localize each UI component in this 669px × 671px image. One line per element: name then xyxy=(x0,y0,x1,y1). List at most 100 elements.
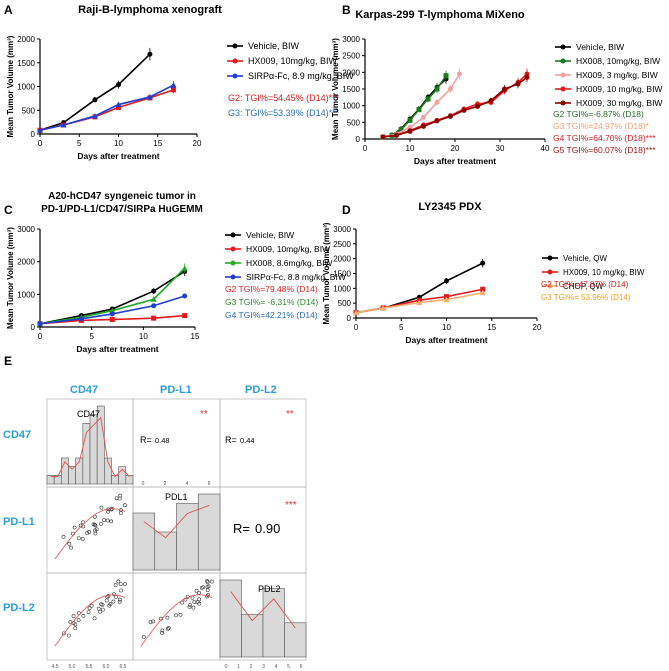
y-tick-label: 500 xyxy=(347,118,361,127)
tgi-annotation: G3 TGI%=24.97% (D18)* xyxy=(553,121,650,131)
data-point xyxy=(421,123,426,129)
x-tick-label: 20 xyxy=(451,144,460,153)
scatter-point xyxy=(96,606,101,611)
y-tick-label: 500 xyxy=(22,106,36,115)
histogram-bar xyxy=(104,457,112,485)
significance-stars: ** xyxy=(286,409,294,420)
x-tick-label: 30 xyxy=(496,144,505,153)
legend-marker xyxy=(230,232,236,238)
x-axis-label: Days after treatment xyxy=(405,335,487,345)
data-point xyxy=(434,118,440,124)
legend-label: SIRPα-Fc, 8.9 mg/kg, BIW xyxy=(248,71,354,81)
scatter-point xyxy=(106,594,111,598)
data-point xyxy=(146,93,153,100)
scatter-point xyxy=(160,630,164,635)
column-header: CD47 xyxy=(70,384,98,396)
scatter-point xyxy=(123,582,127,587)
scatter-point xyxy=(148,620,153,625)
column-header: PD-L2 xyxy=(245,384,277,396)
data-point xyxy=(421,114,426,120)
scatter-point xyxy=(205,588,210,593)
row-header: PD-L2 xyxy=(3,602,35,614)
r-label: R= xyxy=(225,435,237,445)
series-line-1 xyxy=(382,75,447,138)
correlation-value: 0.48 xyxy=(155,436,170,445)
x-tick-label: 10 xyxy=(139,332,148,341)
tgi-annotation: G2 TGI%=-6.87% (D18) xyxy=(553,109,644,119)
scatter-point xyxy=(197,601,202,606)
y-tick-label: 2000 xyxy=(333,255,351,264)
series-line-2 xyxy=(39,84,174,131)
data-point xyxy=(151,315,157,321)
r-label: R= xyxy=(233,521,250,536)
scatter-point xyxy=(76,618,81,622)
legend-marker xyxy=(230,274,236,280)
chart-title-A: Raji-B-lymphoma xenograft xyxy=(78,4,222,16)
y-tick-label: 3000 xyxy=(333,225,351,234)
scatter-point xyxy=(117,496,122,501)
scatter-point xyxy=(76,536,81,541)
scatter-point xyxy=(111,599,116,604)
x-tick-label: 0 xyxy=(354,323,359,332)
data-point xyxy=(170,87,176,93)
scatter-point xyxy=(206,593,210,597)
scatter-point xyxy=(191,605,196,610)
diag-label: CD47 xyxy=(77,409,100,419)
scatter-point xyxy=(194,588,199,593)
data-point xyxy=(480,260,486,266)
scatter-point xyxy=(99,522,103,526)
y-tick-label: 1000 xyxy=(17,83,35,92)
x-tick-label: 0 xyxy=(363,144,368,153)
scatter-point xyxy=(85,531,90,536)
scatter-point xyxy=(187,604,192,609)
data-point xyxy=(109,307,116,314)
significance-stars: ** xyxy=(200,409,208,420)
scatter-point xyxy=(178,612,183,617)
data-point xyxy=(60,121,67,128)
scatter-point xyxy=(160,628,165,633)
scatter-point xyxy=(199,586,204,590)
data-point xyxy=(182,313,188,319)
data-point xyxy=(380,134,386,140)
scatter-point xyxy=(117,597,122,602)
data-point xyxy=(448,86,453,92)
legend-label: Vehicle, BIW xyxy=(246,230,294,240)
scatter-point xyxy=(81,614,86,618)
scatter-point xyxy=(114,496,119,501)
scatter-point xyxy=(119,508,123,512)
scatter-point xyxy=(66,633,71,638)
data-point xyxy=(115,101,122,108)
legend-label: HX009, 30 mg/kg, BIW xyxy=(576,98,662,108)
data-point xyxy=(116,104,121,110)
matrix-tick-label: 0 xyxy=(142,481,145,487)
scatter-point xyxy=(197,597,202,602)
scatter-point xyxy=(119,588,124,593)
scatter-point xyxy=(106,509,110,514)
correlation-value: 0.44 xyxy=(240,436,255,445)
x-tick-label: 20 xyxy=(533,323,542,332)
x-tick-label: 5 xyxy=(77,139,82,148)
scatter-point xyxy=(99,602,104,607)
x-tick-label: 10 xyxy=(114,139,123,148)
legend-label: HX008, 8.6mg/kg, BIW xyxy=(246,258,332,268)
matrix-tick-label: 6 xyxy=(208,481,211,487)
scatter-point xyxy=(89,603,94,608)
series-line-3 xyxy=(382,73,528,138)
data-point xyxy=(443,73,449,79)
histogram-bar xyxy=(96,405,105,485)
scatter-point xyxy=(165,615,170,620)
matrix-tick-label: 2 xyxy=(250,664,253,670)
y-tick-label: 0 xyxy=(347,314,352,323)
legend-marker xyxy=(560,86,566,92)
histogram-bar xyxy=(284,622,307,658)
y-tick-label: 0 xyxy=(31,323,36,332)
legend-marker xyxy=(547,269,553,275)
chart-title-D: LY2345 PDX xyxy=(418,201,482,213)
legend-marker xyxy=(560,44,566,50)
matrix-tick-label: 1 xyxy=(237,664,240,670)
scatter-point xyxy=(118,582,123,587)
data-point xyxy=(479,289,486,296)
scatter-point xyxy=(113,583,118,588)
scatter-point xyxy=(73,626,78,631)
